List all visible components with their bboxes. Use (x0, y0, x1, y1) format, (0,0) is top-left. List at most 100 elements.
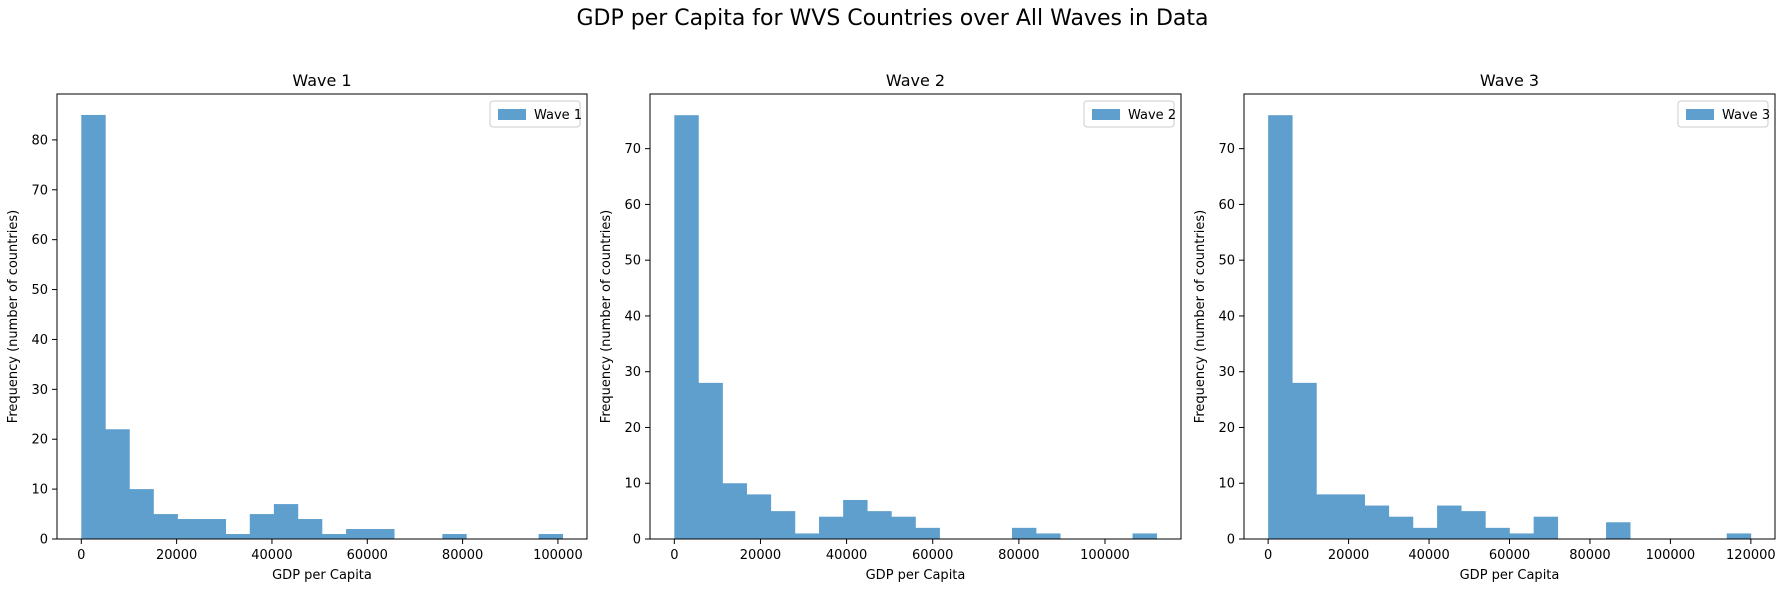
legend-box (1677, 100, 1769, 128)
y-tick-label: 0 (633, 533, 641, 548)
histogram-bar (1292, 382, 1317, 539)
x-tick-label: 40000 (1408, 548, 1449, 563)
histogram-bars (674, 115, 1157, 539)
histogram-bar (1340, 494, 1365, 539)
histogram-bar (843, 499, 868, 539)
legend: Wave 2 (1083, 100, 1176, 128)
histogram-bars (81, 114, 563, 539)
subplot-title: Wave 2 (886, 71, 945, 90)
histogram-bar (129, 489, 154, 539)
y-tick-label: 30 (624, 365, 641, 380)
y-tick-label: 60 (31, 233, 48, 248)
figure-suptitle: GDP per Capita for WVS Countries over Al… (576, 6, 1209, 31)
subplot-1: 0 20000 40000 60000 80000 100000 0 10 20 30 40 50 60… (6, 71, 588, 583)
y-tick-label: 30 (1218, 365, 1235, 380)
histogram-bar (81, 114, 106, 539)
x-tick-label: 120000 (1726, 548, 1776, 563)
x-tick-label: 60000 (912, 548, 953, 563)
histogram-bar (1388, 516, 1414, 539)
legend-label: Wave 1 (534, 108, 582, 123)
histogram-bar (1316, 494, 1341, 539)
y-tick-label: 60 (1218, 198, 1235, 213)
histogram-bar (1268, 115, 1293, 539)
legend-label: Wave 3 (1722, 108, 1770, 123)
histogram-bar (746, 494, 772, 539)
subplot-3: 0 20000 40000 60000 80000 100000 120000 0 10 20 30… (1193, 71, 1776, 583)
y-tick-label: 70 (31, 183, 48, 198)
x-tick-label: 60000 (1489, 548, 1530, 563)
x-axis-label: GDP per Capita (1460, 568, 1560, 583)
axes-frame (649, 93, 1182, 540)
histogram-bar (249, 514, 275, 539)
histogram-bar (698, 382, 723, 539)
histogram-bar (915, 527, 940, 539)
x-tick-label: 20000 (156, 548, 197, 563)
histogram-bar (1533, 516, 1559, 539)
histogram-bar (273, 504, 299, 539)
subplot-title: Wave 1 (292, 71, 351, 90)
x-tick-label: 20000 (740, 548, 781, 563)
y-tick-label: 70 (1218, 142, 1235, 157)
x-tick-label: 0 (77, 548, 85, 563)
subplot-2: 0 20000 40000 60000 80000 100000 0 10 20 30 40 50 60… (599, 71, 1182, 583)
histogram-bar (297, 519, 323, 539)
histogram-bar (891, 516, 916, 539)
axes-frame (1243, 93, 1776, 540)
x-tick-label: 100000 (533, 548, 583, 563)
y-tick-label: 70 (624, 142, 641, 157)
histogram-bar (105, 429, 130, 539)
x-tick-label: 40000 (251, 548, 292, 563)
histogram-bar (370, 529, 395, 539)
histogram-bar (177, 519, 202, 539)
legend-swatch (498, 109, 526, 120)
x-tick-label: 20000 (1328, 548, 1369, 563)
y-tick-label: 10 (1218, 477, 1235, 492)
x-tick-label: 80000 (998, 548, 1039, 563)
y-axis-label: Frequency (number of countries) (6, 210, 21, 423)
legend-box (1083, 100, 1175, 128)
x-tick-label: 100000 (1646, 548, 1696, 563)
histogram-bar (819, 516, 844, 539)
histogram-bar (1132, 533, 1157, 539)
y-tick-label: 60 (624, 198, 641, 213)
histogram-bar (153, 514, 178, 539)
histogram-bar (1606, 522, 1631, 539)
histogram-bar (1485, 527, 1510, 539)
legend-swatch (1092, 109, 1120, 120)
x-axis-label: GDP per Capita (272, 568, 372, 583)
y-tick-label: 30 (31, 383, 48, 398)
y-tick-label: 40 (624, 309, 641, 324)
x-tick-label: 80000 (1569, 548, 1610, 563)
histogram-bar (1412, 527, 1438, 539)
legend: Wave 3 (1677, 100, 1770, 128)
histogram-bar (538, 534, 563, 539)
x-tick-label: 80000 (442, 548, 483, 563)
x-tick-label: 100000 (1080, 548, 1130, 563)
histogram-bar (1364, 505, 1390, 539)
y-tick-label: 20 (31, 433, 48, 448)
x-tick-label: 0 (1264, 548, 1272, 563)
axes-frame (56, 93, 588, 540)
legend-label: Wave 2 (1128, 108, 1176, 123)
histogram-bar (322, 534, 347, 539)
histogram-bar (794, 533, 820, 539)
y-tick-label: 20 (624, 421, 641, 436)
histogram-bar (225, 534, 251, 539)
x-tick-label: 60000 (347, 548, 388, 563)
histogram-bar (674, 115, 699, 539)
histogram-bar (1509, 533, 1534, 539)
y-tick-label: 50 (1218, 254, 1235, 269)
legend-box (489, 100, 581, 128)
y-tick-label: 80 (31, 133, 48, 148)
histogram-bar (201, 519, 227, 539)
legend: Wave 1 (489, 100, 582, 128)
y-tick-label: 50 (624, 254, 641, 269)
x-tick-label: 0 (670, 548, 678, 563)
histogram-bar (442, 534, 467, 539)
histogram-bar (1011, 527, 1037, 539)
histogram-bar (1437, 505, 1462, 539)
histogram-bar (1726, 533, 1752, 539)
histogram-bar (867, 511, 892, 539)
y-tick-label: 20 (1218, 421, 1235, 436)
